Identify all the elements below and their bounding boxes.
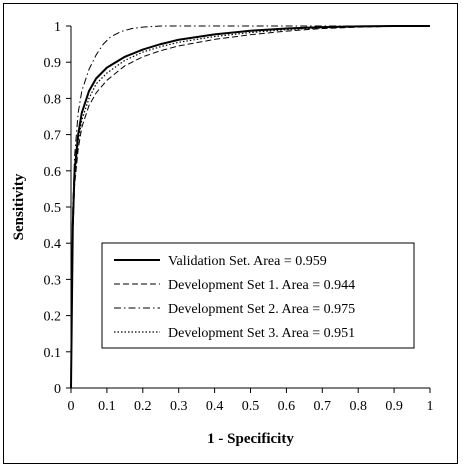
x-tick-label: 0.1	[98, 399, 116, 414]
series-line-4	[70, 25, 430, 389]
series-line-2	[70, 25, 431, 389]
x-tick-label: 0.2	[134, 399, 152, 414]
x-tick-label: 0.6	[278, 399, 296, 414]
x-tick-label: 0	[68, 399, 75, 414]
x-tick-label: 1	[427, 399, 434, 414]
series-line-1	[70, 25, 430, 389]
y-tick-label: 0.7	[44, 129, 62, 144]
legend: Validation Set. Area = 0.959 Development …	[101, 242, 415, 349]
y-tick-label: 0.8	[44, 92, 62, 107]
x-axis-label: 1 - Specificity	[207, 431, 294, 447]
tick-labels: 0 0.1 0.2 0.3 0.4 0.5 0.6 0.7 0.8 0.9 1 0 0.1 0.2 0.3 0…	[44, 20, 434, 414]
y-axis-label: Sensitivity	[11, 173, 27, 240]
y-tick-label: 0.5	[44, 201, 62, 216]
y-tick-label: 0.1	[44, 346, 62, 361]
legend-entry-3: Development Set 2. Area = 0.975	[168, 302, 355, 317]
series-lines	[70, 25, 431, 389]
legend-entry-4: Development Set 3. Area = 0.951	[168, 326, 355, 341]
legend-entry-1: Validation Set. Area = 0.959	[168, 254, 327, 269]
x-tick-label: 0.9	[385, 399, 403, 414]
y-tick-label: 0.3	[44, 273, 62, 288]
y-tick-label: 0.2	[44, 310, 62, 325]
x-tick-label: 0.4	[206, 399, 224, 414]
y-tick-label: 1	[54, 20, 61, 35]
chart-frame	[3, 3, 458, 464]
y-tick-label: 0	[54, 382, 61, 397]
y-tick-label: 0.4	[44, 237, 62, 252]
y-tick-label: 0.9	[44, 56, 62, 71]
x-tick-label: 0.7	[314, 399, 332, 414]
legend-entry-2: Development Set 1. Area = 0.944	[168, 278, 355, 293]
x-tick-label: 0.8	[349, 399, 367, 414]
x-tick-label: 0.3	[170, 399, 188, 414]
x-tick-label: 0.5	[242, 399, 260, 414]
series-line-3	[70, 25, 430, 389]
y-tick-label: 0.6	[44, 165, 62, 180]
